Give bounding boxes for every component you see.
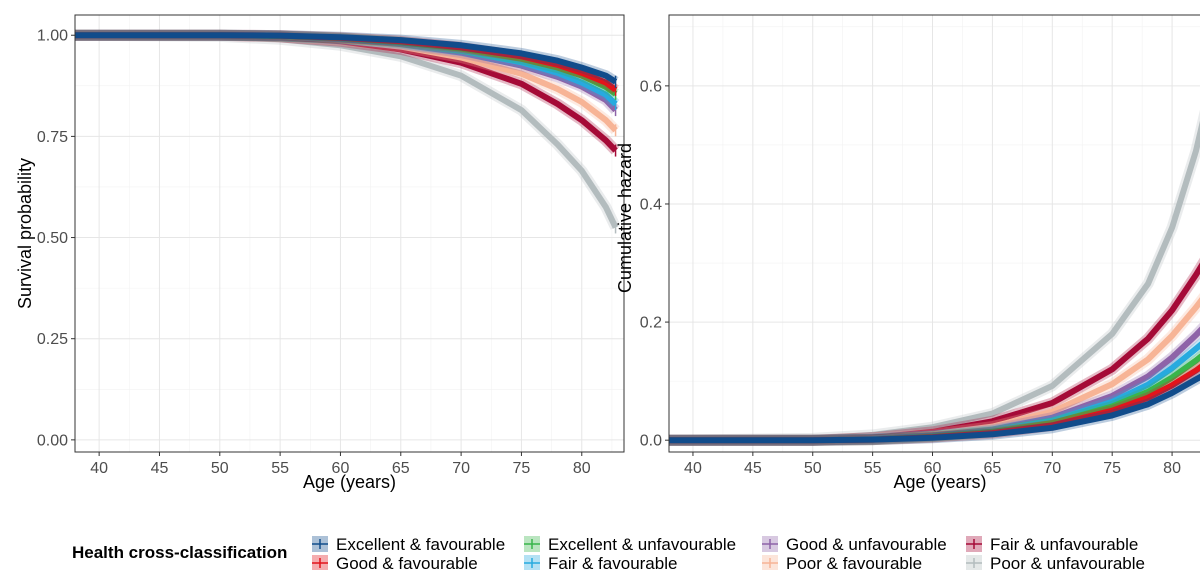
hazard-x-tick-label: 75	[1103, 460, 1121, 477]
survival-x-tick-label: 40	[90, 460, 108, 477]
legend-label-good-unfavourable: Good & unfavourable	[786, 535, 947, 554]
hazard-y-tick-label: 0.6	[640, 78, 662, 95]
hazard-y-tick-label: 0.0	[640, 433, 662, 450]
legend-label-poor-favourable: Poor & favourable	[786, 554, 922, 570]
hazard-grid	[669, 15, 1200, 452]
survival-x-tick-label: 75	[513, 460, 531, 477]
survival-panel-border	[74, 14, 625, 453]
legend-item-fair-favourable: Fair & favourable	[524, 554, 677, 570]
hazard-x-tick-label: 70	[1043, 460, 1061, 477]
hazard-x-tick-label: 40	[684, 460, 702, 477]
hazard-x-tick-label: 45	[744, 460, 762, 477]
hazard-x-tick-label: 80	[1163, 460, 1181, 477]
survival-x-tick-label: 55	[271, 460, 289, 477]
survival-y-tick-label: 0.25	[37, 331, 68, 348]
hazard-y-axis-title: Cumulative hazard	[615, 143, 635, 293]
legend-item-excellent-unfavourable: Excellent & unfavourable	[524, 535, 736, 554]
survival-series	[74, 29, 621, 234]
hazard-x-axis-title: Age (years)	[893, 472, 986, 492]
legend-label-good-favourable: Good & favourable	[336, 554, 478, 570]
legend-label-excellent-favourable: Excellent & favourable	[336, 535, 505, 554]
hazard-x-tick-label: 65	[984, 460, 1002, 477]
legend-label-excellent-unfavourable: Excellent & unfavourable	[548, 535, 736, 554]
legend-title: Health cross-classification	[72, 543, 287, 562]
hazard-panel: 40 45 50 55 60 65 70 75 80 0.0 0.2 0.4 0.6 Age (year…	[615, 14, 1200, 492]
hazard-line-excellent-favourable	[669, 373, 1200, 444]
survival-x-tick-label: 70	[452, 460, 470, 477]
hazard-x-tick-label: 50	[804, 460, 822, 477]
legend: Health cross-classification Excellent & …	[72, 535, 1145, 570]
hazard-y-tick-label: 0.2	[640, 315, 662, 332]
legend-label-fair-unfavourable: Fair & unfavourable	[990, 535, 1138, 554]
survival-y-tick-label: 1.00	[37, 28, 68, 45]
legend-item-excellent-favourable: Excellent & favourable	[312, 535, 505, 554]
legend-item-good-unfavourable: Good & unfavourable	[762, 535, 947, 554]
hazard-panel-border	[668, 14, 1200, 453]
legend-item-poor-unfavourable: Poor & unfavourable	[966, 554, 1145, 570]
survival-x-axis-title: Age (years)	[303, 472, 396, 492]
survival-y-axis-title: Survival probability	[15, 158, 35, 309]
survival-x-tick-label: 50	[211, 460, 229, 477]
survival-y-tick-label: 0.00	[37, 432, 68, 449]
hazard-y-tick-label: 0.4	[640, 196, 662, 213]
hazard-x-tick-label: 60	[924, 460, 942, 477]
legend-item-good-favourable: Good & favourable	[312, 554, 478, 570]
survival-x-tick-label: 65	[392, 460, 410, 477]
survival-y-tick-label: 0.75	[37, 129, 68, 146]
survival-ticks: 40 45 50 55 60 65 70 75 80 0.00 0.25 0.50 0.75 1.00	[37, 28, 591, 477]
hazard-series	[668, 109, 1200, 446]
survival-panel: 40 45 50 55 60 65 70 75 80 0.00 0.25 0.50 0.75 1.00 A…	[15, 14, 625, 492]
survival-x-tick-label: 80	[573, 460, 591, 477]
legend-item-fair-unfavourable: Fair & unfavourable	[966, 535, 1138, 554]
legend-label-poor-unfavourable: Poor & unfavourable	[990, 554, 1145, 570]
survival-x-tick-label: 60	[332, 460, 350, 477]
legend-label-fair-favourable: Fair & favourable	[548, 554, 677, 570]
hazard-x-tick-label: 55	[864, 460, 882, 477]
legend-item-poor-favourable: Poor & favourable	[762, 554, 922, 570]
survival-y-tick-label: 0.50	[37, 230, 68, 247]
hazard-ticks: 40 45 50 55 60 65 70 75 80 0.0 0.2 0.4 0.6	[640, 78, 1181, 477]
survival-line-excellent-favourable	[75, 32, 618, 85]
survival-x-tick-label: 45	[151, 460, 169, 477]
